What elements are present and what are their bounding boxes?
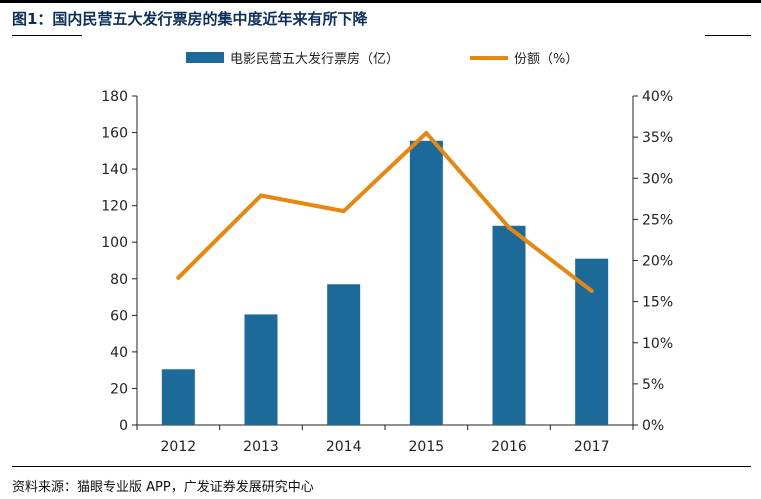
- share-point-2015: [424, 131, 429, 136]
- y-left-tick-label: 120: [101, 199, 128, 215]
- x-tick-label: 2015: [409, 439, 445, 455]
- share-point-2014: [341, 209, 346, 214]
- share-point-2012: [176, 275, 181, 280]
- x-tick-label: 2014: [326, 439, 362, 455]
- bar-2014: [327, 284, 361, 425]
- title-underline: [12, 35, 82, 36]
- y-left-tick-label: 160: [101, 126, 128, 142]
- chart-legend: 电影民营五大发行票房（亿） 份额（%）: [0, 48, 761, 70]
- bar-2012: [161, 369, 195, 425]
- x-tick-label: 2013: [243, 439, 279, 455]
- bar-2016: [492, 225, 526, 425]
- y-left-tick-label: 140: [101, 162, 128, 178]
- share-point-2017: [589, 288, 594, 293]
- x-tick-label: 2016: [491, 439, 527, 455]
- legend-label-line: 份额（%）: [514, 52, 579, 67]
- legend-bar-swatch: [186, 52, 224, 63]
- bar-2013: [244, 314, 278, 425]
- top-rule: [0, 0, 761, 3]
- y-right-tick-label: 35%: [642, 130, 673, 146]
- y-right-tick-label: 40%: [642, 89, 673, 105]
- share-point-2013: [259, 193, 263, 198]
- legend-item-bars: 电影民营五大发行票房（亿）: [186, 48, 399, 67]
- bar-2015: [409, 140, 443, 425]
- x-tick-label: 2012: [161, 439, 197, 455]
- legend-line-swatch: [470, 55, 508, 60]
- source-note: 资料来源：猫眼专业版 APP，广发证券发展研究中心: [12, 480, 314, 495]
- y-left-tick-label: 100: [101, 235, 128, 251]
- y-left-tick-label: 80: [110, 272, 128, 288]
- share-point-2016: [507, 225, 511, 230]
- y-left-tick-label: 180: [101, 89, 128, 105]
- y-left-tick-label: 0: [119, 418, 128, 434]
- y-right-tick-label: 0%: [642, 418, 664, 434]
- share-line: [176, 131, 594, 293]
- y-right-tick-label: 5%: [642, 377, 664, 393]
- y-left-tick-label: 60: [110, 308, 128, 324]
- x-tick-label: 2017: [574, 439, 610, 455]
- y-right-tick-label: 15%: [642, 295, 673, 311]
- bar-2017: [575, 258, 609, 425]
- y-right-tick-label: 25%: [642, 212, 673, 228]
- y-right-tick-label: 10%: [642, 336, 673, 352]
- legend-item-line: 份额（%）: [470, 48, 578, 67]
- figure-title: 图1：国内民营五大发行票房的集中度近年来有所下降: [12, 10, 368, 28]
- source-rule: [12, 466, 751, 467]
- title-underline-right: [705, 35, 751, 36]
- y-right-tick-label: 30%: [642, 171, 673, 187]
- legend-label-bars: 电影民营五大发行票房（亿）: [230, 52, 400, 67]
- y-left-tick-label: 40: [110, 345, 128, 361]
- y-right-tick-label: 20%: [642, 254, 673, 270]
- y-left-tick-label: 20: [110, 381, 128, 397]
